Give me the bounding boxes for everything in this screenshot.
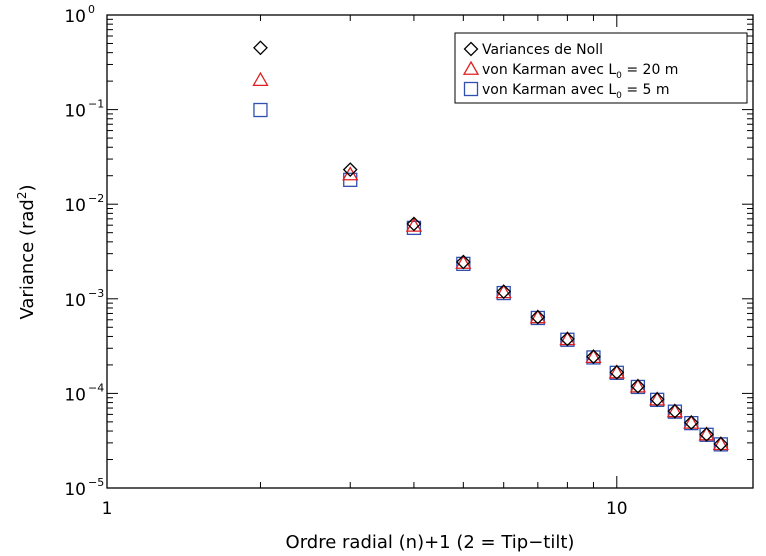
y-tick-exponent: −1 [88,98,104,111]
triangle-point [698,426,715,441]
data-markers [252,40,729,452]
diamond-point [530,309,546,325]
triangle-point [529,309,546,324]
square-point [406,220,422,236]
y-tick-label: 10 [64,291,86,311]
y-tick-exponent: −5 [88,476,104,489]
triangle-point [608,364,625,379]
y-axis-title-end: ) [17,184,38,191]
legend-label: Variances de Noll [482,42,603,58]
diamond-point [630,378,646,394]
plot-frame [106,14,754,489]
diamond-point [586,349,601,365]
square-point [253,102,268,118]
y-tick-label: 10 [64,102,86,122]
legend-label: von Karman avec L0 = 5 m [482,82,670,101]
y-axis-title-base: Variance (rad [17,199,38,319]
legend-label-part: = 5 m [622,82,670,98]
square-point [456,256,471,272]
legend-triangle-icon [462,60,480,75]
triangle-point [666,403,684,418]
diamond-point [342,162,358,178]
y-tick-exponent: −4 [88,381,104,394]
x-tick-label: 10 [606,499,628,519]
y-tick-label: 10 [64,385,86,405]
legend-label-part: 0 [616,71,622,81]
diamond-point [253,40,268,56]
y-axis-title: Variance (rad2) [15,184,38,319]
triangle-point [585,348,602,363]
diamond-point [559,331,575,347]
legend-label: von Karman avec L0 = 20 m [482,62,678,81]
diamond-point [609,364,625,380]
legend-label-part: von Karman avec L [482,82,616,98]
triangle-point [712,435,729,451]
triangle-point [649,391,666,406]
axis-ticks [106,14,753,489]
triangle-point [683,414,700,429]
diamond-point [713,436,729,452]
legend-label-part: 0 [616,91,622,101]
x-tick-label: 1 [102,499,113,519]
diamond-point [667,403,683,419]
triangle-point [559,331,576,346]
triangle-point [252,71,269,87]
legend-label-part: = 20 m [622,62,679,78]
diamond-point [699,426,714,442]
diamond-point [496,284,512,300]
legend-label-part: von Karman avec L [482,62,616,78]
y-tick-exponent: −3 [88,287,104,300]
x-axis-title: Ordre radial (n)+1 (2 = Tip−tilt) [286,532,575,553]
triangle-point [629,378,647,393]
y-tick-label: 10 [64,480,86,500]
legend-square-icon [463,81,479,97]
x-tick-labels: 1 10 [102,499,628,519]
diamond-point [649,391,665,407]
legend-label-part: Variances de Noll [482,42,603,58]
triangle-point [342,166,359,181]
y-tick-exponent: 0 [88,3,95,16]
legend-box [454,32,748,104]
diamond-point [683,415,699,431]
y-tick-exponent: −2 [88,192,104,205]
diamond-point [406,216,422,232]
y-tick-label: 10 [64,196,86,216]
diamond-point [455,254,471,270]
y-tick-label: 10 [64,7,86,27]
legend-diamond-icon [463,41,479,57]
y-axis-title-sup: 2 [15,192,29,200]
